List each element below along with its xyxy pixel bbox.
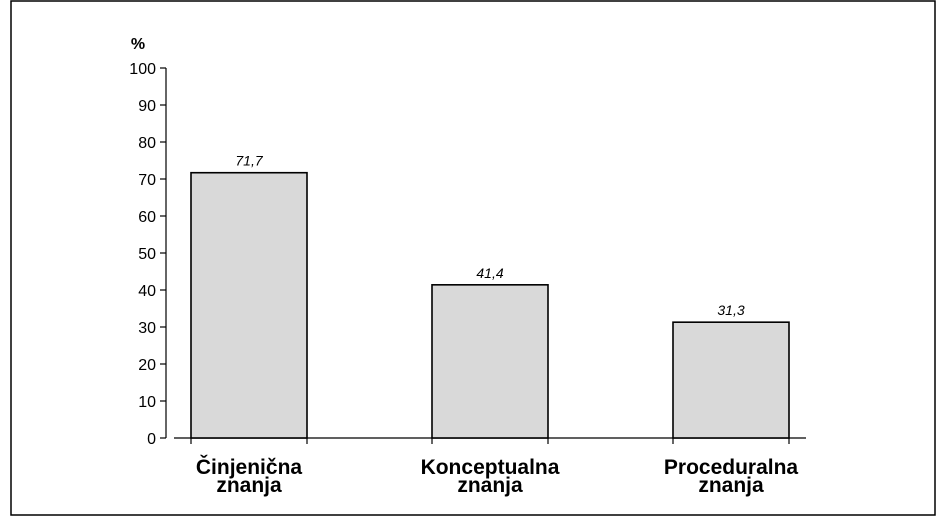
y-axis-label: % bbox=[131, 36, 145, 53]
y-tick-label: 100 bbox=[129, 61, 156, 78]
y-tick-label: 80 bbox=[138, 135, 156, 152]
bar bbox=[190, 171, 308, 439]
y-tick-label: 90 bbox=[138, 98, 156, 115]
x-category-label: Proceduralna znanja bbox=[664, 456, 799, 497]
y-tick-label: 70 bbox=[138, 172, 156, 189]
data-label: 71,7 bbox=[235, 153, 263, 169]
y-tick-label: 20 bbox=[138, 357, 156, 374]
y-tick-label: 0 bbox=[147, 431, 156, 448]
y-tick-label: 10 bbox=[138, 394, 156, 411]
y-tick-label: 60 bbox=[138, 209, 156, 226]
bar bbox=[672, 321, 790, 439]
chart-bars bbox=[190, 171, 790, 439]
y-tick-label: 30 bbox=[138, 320, 156, 337]
y-tick-label: 50 bbox=[138, 246, 156, 263]
data-label: 31,3 bbox=[717, 302, 744, 318]
y-tick-label: 40 bbox=[138, 283, 156, 300]
bar bbox=[431, 284, 549, 439]
data-label: 41,4 bbox=[476, 265, 503, 281]
x-category-label: Činjenična znanja bbox=[196, 455, 303, 497]
chart-labels: 71,7 Činjenična znanja 41,4 Konceptualna znan… bbox=[196, 153, 799, 497]
x-category-label: Konceptualna znanja bbox=[421, 456, 560, 497]
